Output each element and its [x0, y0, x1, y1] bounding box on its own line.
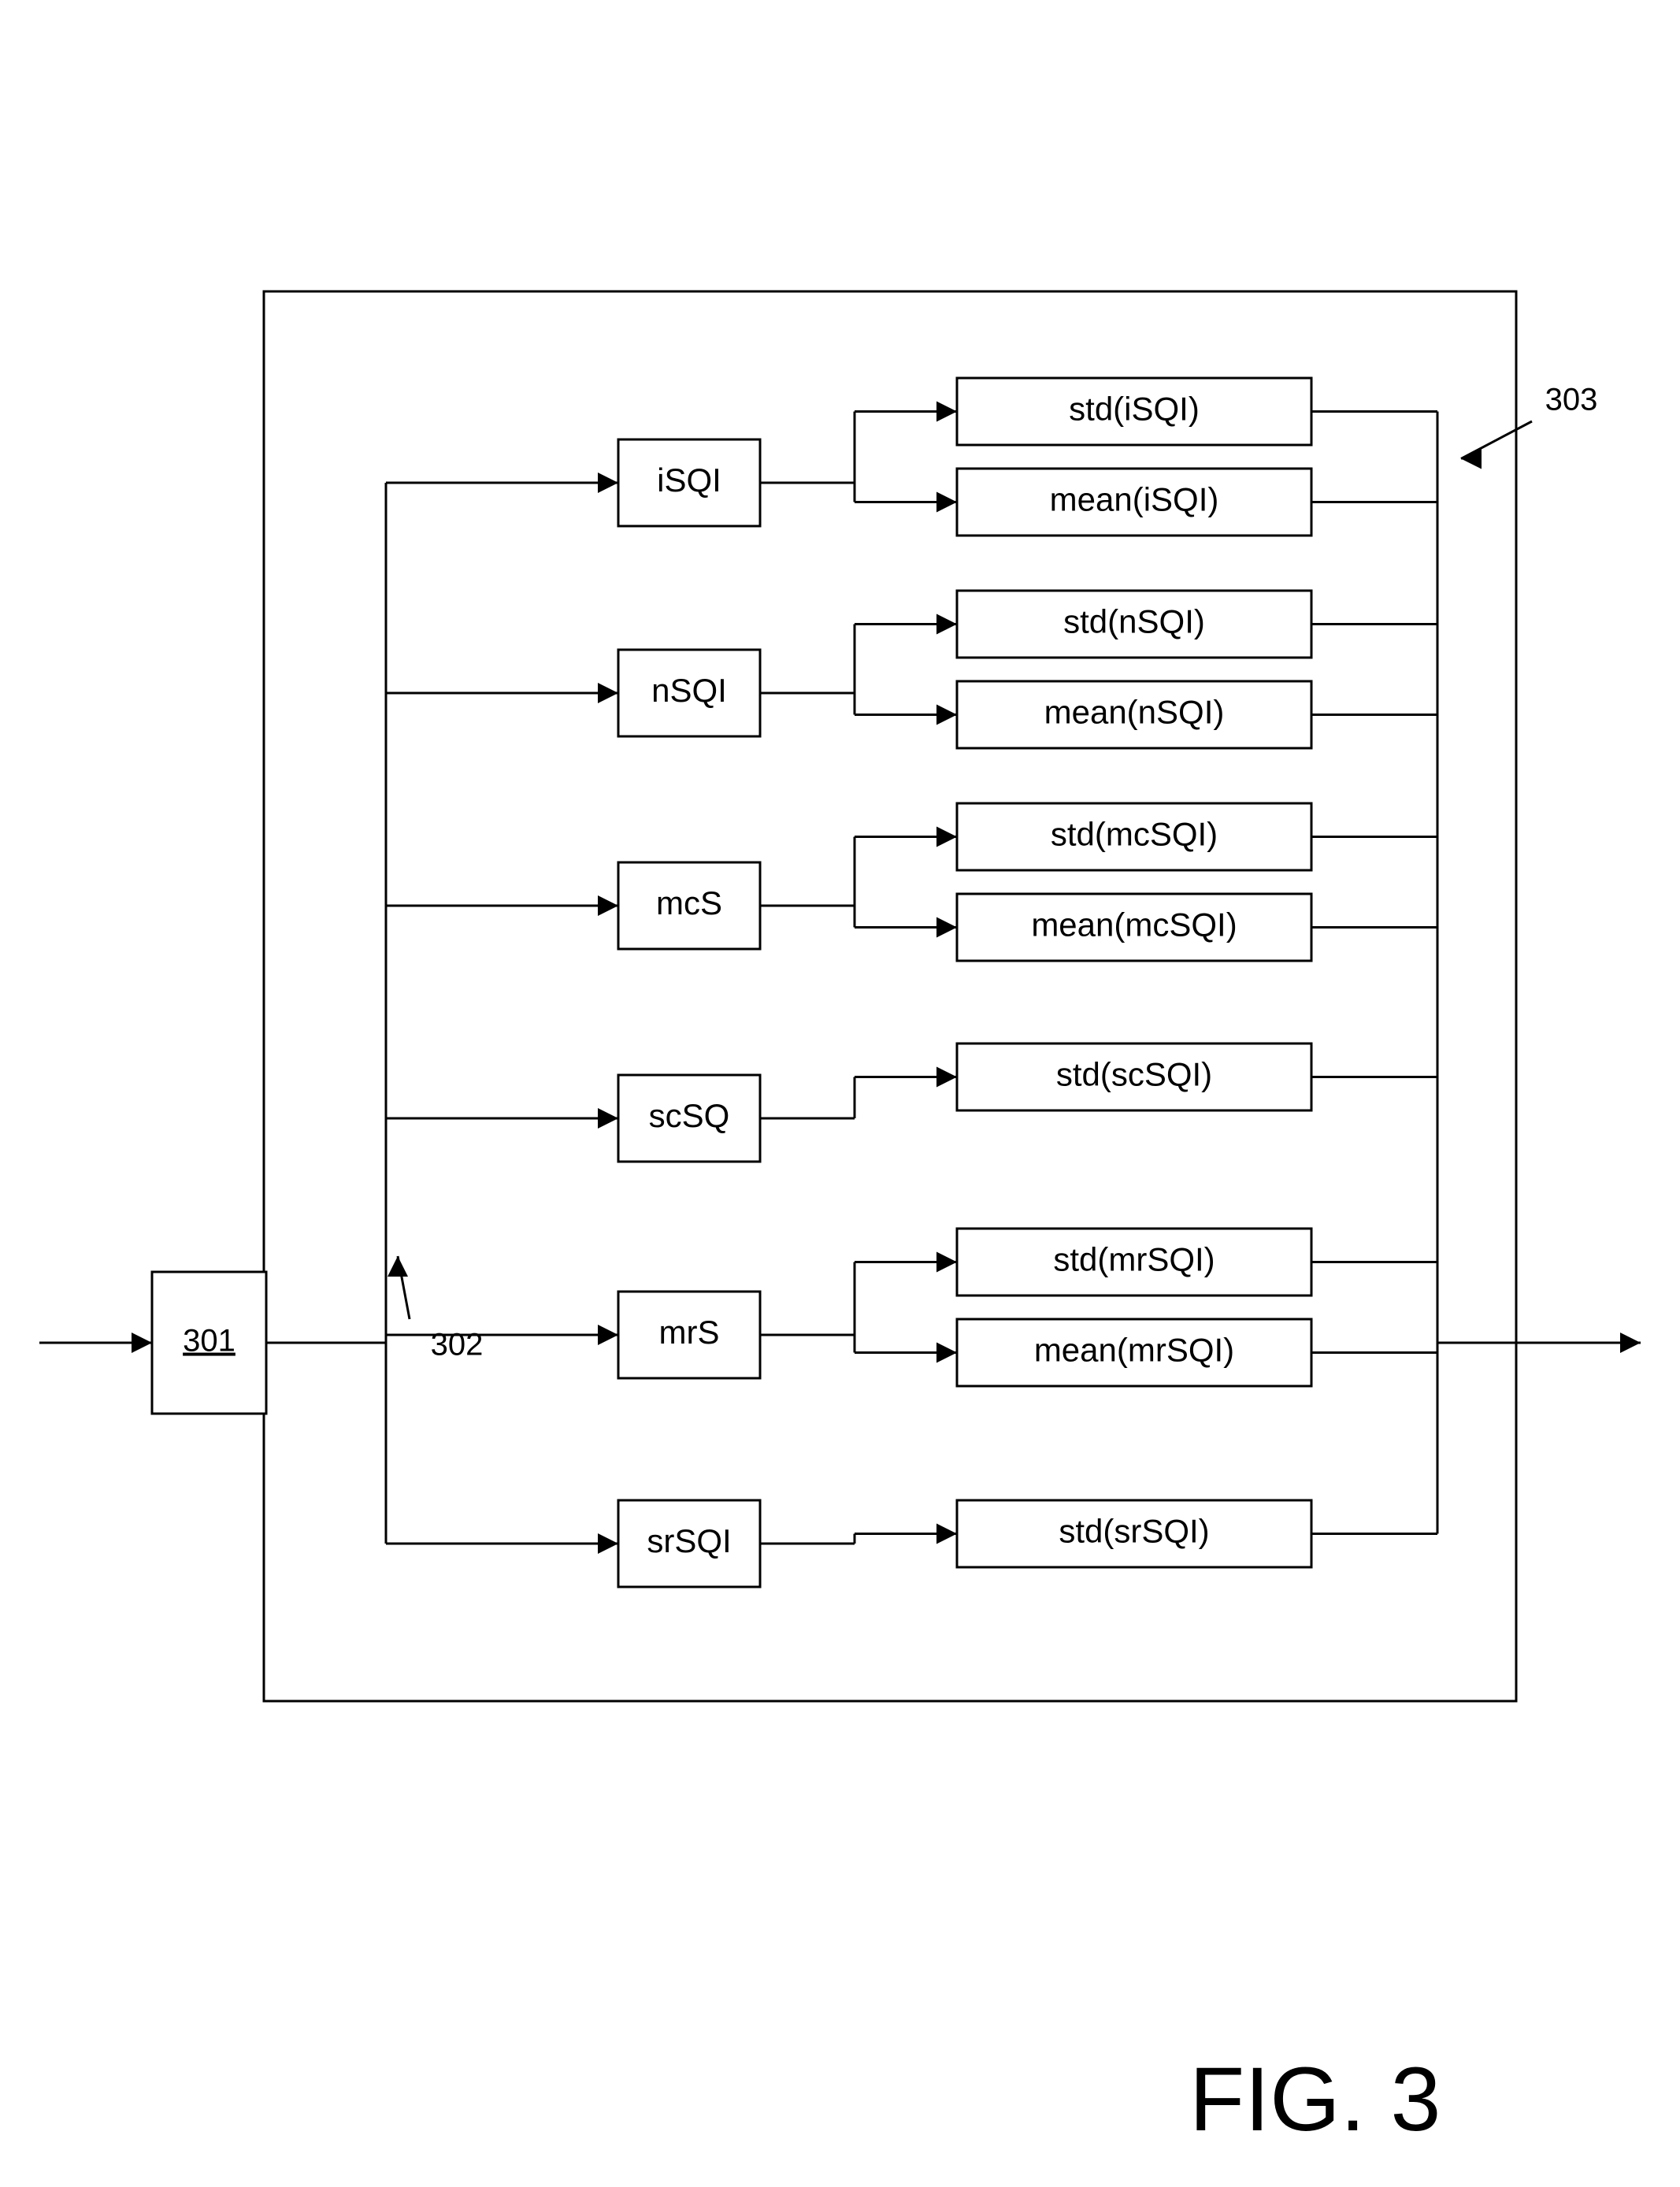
output-label-9: std(srSQI): [1059, 1513, 1209, 1550]
output-label-8: mean(mrSQI): [1034, 1332, 1234, 1369]
output-label-4: std(mcSQI): [1051, 816, 1218, 853]
output-label-3: mean(nSQI): [1044, 694, 1225, 731]
input-block-label: 301: [183, 1324, 235, 1359]
output-label-1: mean(iSQI): [1050, 481, 1219, 518]
intermediate-label-4: mrS: [659, 1314, 720, 1351]
intermediate-label-2: mcS: [656, 884, 722, 921]
output-label-6: std(scSQI): [1056, 1056, 1212, 1093]
flowchart-svg: 301 302 iSQI nSQI mcS scSQ mrS srSQI std(iSQI) me…: [39, 39, 1641, 2148]
intermediate-label-5: srSQI: [647, 1522, 731, 1559]
output-label-2: std(nSQI): [1063, 603, 1205, 640]
figure-label: FIG. 3: [1189, 2048, 1441, 2152]
diagram-container: 301 302 iSQI nSQI mcS scSQ mrS srSQI std(iSQI) me…: [39, 39, 1641, 2148]
output-label-0: std(iSQI): [1069, 391, 1200, 428]
intermediate-label-3: scSQ: [649, 1097, 730, 1134]
output-label-5: mean(mcSQI): [1031, 906, 1237, 943]
output-annotation: 303: [1545, 383, 1598, 417]
intermediate-label-1: nSQI: [651, 672, 727, 709]
split-annotation: 302: [431, 1328, 484, 1362]
intermediate-label-0: iSQI: [657, 461, 721, 499]
output-label-7: std(mrSQI): [1053, 1241, 1215, 1278]
